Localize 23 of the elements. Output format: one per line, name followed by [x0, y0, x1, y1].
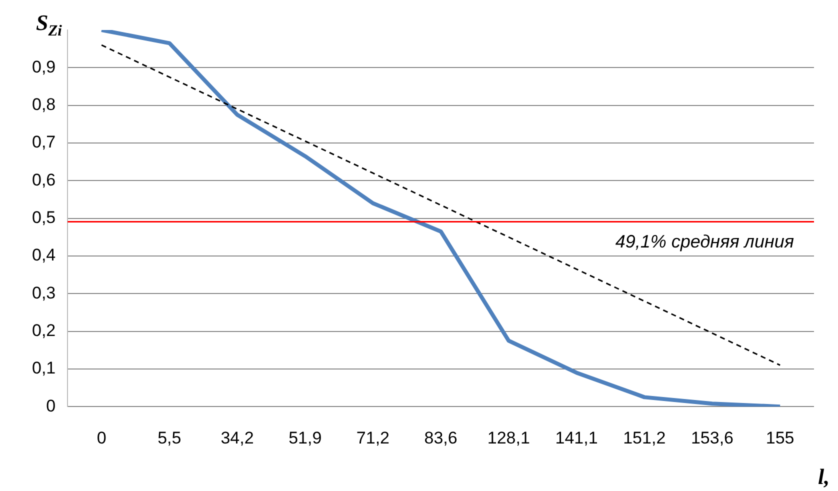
x-tick-label: 83,6: [424, 428, 458, 448]
x-tick-label: 128,1: [487, 428, 530, 448]
x-tick-label: 141,1: [555, 428, 598, 448]
x-tick-label: 5,5: [158, 428, 182, 448]
y-tick-label: 0,7: [32, 132, 56, 152]
y-tick-label: 0,6: [32, 170, 56, 190]
y-tick-label: 0,9: [32, 57, 56, 76]
ref-line-label: 49,1% средняя линия: [615, 232, 794, 252]
x-axis-title: l,: [818, 464, 830, 489]
y-tick-label: 0: [46, 396, 56, 416]
x-tick-label: 153,6: [690, 428, 734, 448]
y-tick-label: 0,4: [32, 246, 56, 265]
x-tick-label: 151,2: [623, 428, 666, 448]
x-tick-label: 34,2: [220, 428, 254, 448]
y-tick-label: 0,1: [32, 358, 56, 378]
x-tick-label: 155: [766, 428, 794, 448]
x-tick-label: 71,2: [356, 428, 390, 448]
y-tick-label: 0,3: [32, 283, 56, 302]
y-tick-label: 0,8: [32, 95, 56, 114]
x-tick-label: 0: [96, 428, 106, 448]
y-tick-label: 0,2: [32, 320, 56, 340]
y-tick-label: 0,5: [32, 208, 56, 227]
x-tick-label: 51,9: [288, 428, 322, 448]
